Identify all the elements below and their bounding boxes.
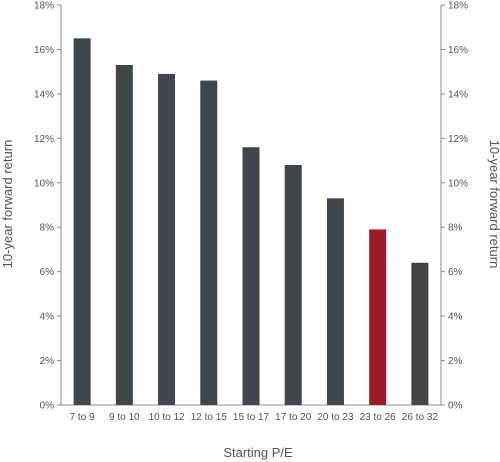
x-tick-label: 7 to 9 xyxy=(70,412,95,423)
bar-23-to-26 xyxy=(369,229,387,405)
x-tick-label: 12 to 15 xyxy=(191,412,228,423)
bars xyxy=(73,38,429,406)
bar-10-to-12 xyxy=(158,73,176,405)
y-axis-label-left: 10-year forward return xyxy=(0,140,15,269)
y-tick-label-left: 16% xyxy=(34,45,54,56)
x-tick-label: 26 to 32 xyxy=(402,412,439,423)
y-tick-label-left: 14% xyxy=(34,89,54,100)
y-tick-label-right: 10% xyxy=(448,178,468,189)
x-tick-label: 23 to 26 xyxy=(360,412,397,423)
y-tick-label-right: 4% xyxy=(448,312,463,323)
left-y-ticks: 0% 2% 4% 6% 8% 10% 12% 14% 16% 18% xyxy=(34,1,61,412)
y-tick-label-right: 12% xyxy=(448,134,468,145)
bar-20-to-23 xyxy=(326,198,344,405)
right-y-ticks: 0% 2% 4% 6% 8% 10% 12% 14% 16% 18% xyxy=(441,1,468,412)
y-tick-label-right: 16% xyxy=(448,45,468,56)
y-tick-label-right: 14% xyxy=(448,89,468,100)
bar-9-to-10 xyxy=(115,65,133,405)
y-tick-label-left: 6% xyxy=(40,267,55,278)
y-tick-label-left: 18% xyxy=(34,1,54,12)
x-tick-label: 15 to 17 xyxy=(233,412,270,423)
x-tick-label: 9 to 10 xyxy=(109,412,140,423)
y-tick-label-right: 0% xyxy=(448,401,463,412)
x-tick-labels: 7 to 9 9 to 10 10 to 12 12 to 15 15 to 17 17 … xyxy=(70,412,439,423)
bar-17-to-20 xyxy=(284,165,302,405)
y-tick-label-right: 2% xyxy=(448,356,463,367)
y-tick-label-left: 8% xyxy=(40,223,55,234)
y-tick-label-left: 4% xyxy=(40,312,55,323)
bar-12-to-15 xyxy=(200,80,218,406)
y-tick-label-left: 2% xyxy=(40,356,55,367)
y-axis-label-right: 10-year forward return xyxy=(487,140,500,269)
y-tick-label-left: 10% xyxy=(34,178,54,189)
y-tick-label-left: 0% xyxy=(40,401,55,412)
x-axis-label: Starting P/E xyxy=(223,445,293,460)
x-tick-label: 17 to 20 xyxy=(275,412,312,423)
y-tick-label-left: 12% xyxy=(34,134,54,145)
x-tick-label: 10 to 12 xyxy=(148,412,185,423)
y-tick-label-right: 18% xyxy=(448,1,468,12)
bar-7-to-9 xyxy=(73,38,91,405)
x-tick-label: 20 to 23 xyxy=(317,412,354,423)
bar-15-to-17 xyxy=(242,147,260,405)
bar-26-to-32 xyxy=(411,262,429,405)
y-tick-label-right: 8% xyxy=(448,223,463,234)
y-tick-label-right: 6% xyxy=(448,267,463,278)
